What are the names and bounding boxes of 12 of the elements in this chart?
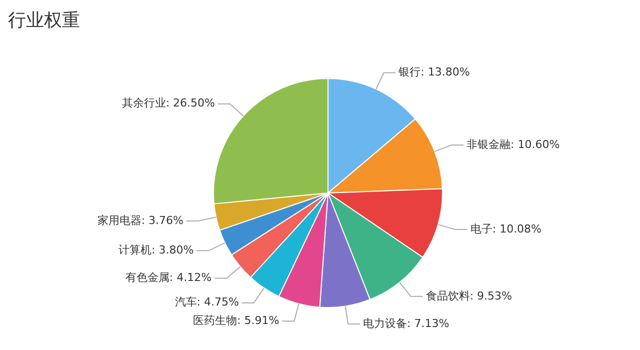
slice-label: 银行: 13.80% (398, 66, 470, 79)
slice-label: 汽车: 4.75% (174, 296, 239, 309)
slice-label: 电力设备: 7.13% (363, 316, 450, 330)
slice-label: 有色金属: 4.12% (125, 271, 212, 284)
slice-label: 计算机: 3.80% (118, 244, 194, 257)
slice-label: 电子: 10.08% (470, 222, 542, 236)
slice-label: 食品饮料: 9.53% (426, 289, 512, 302)
slice-label: 家用电器: 3.76% (97, 214, 184, 227)
chart-title: 行业权重 (8, 9, 80, 32)
slice-label: 医药生物: 5.91% (193, 314, 280, 327)
slice-label: 其余行业: 26.50% (122, 96, 215, 110)
slice-label: 非银金融: 10.60% (466, 138, 560, 151)
